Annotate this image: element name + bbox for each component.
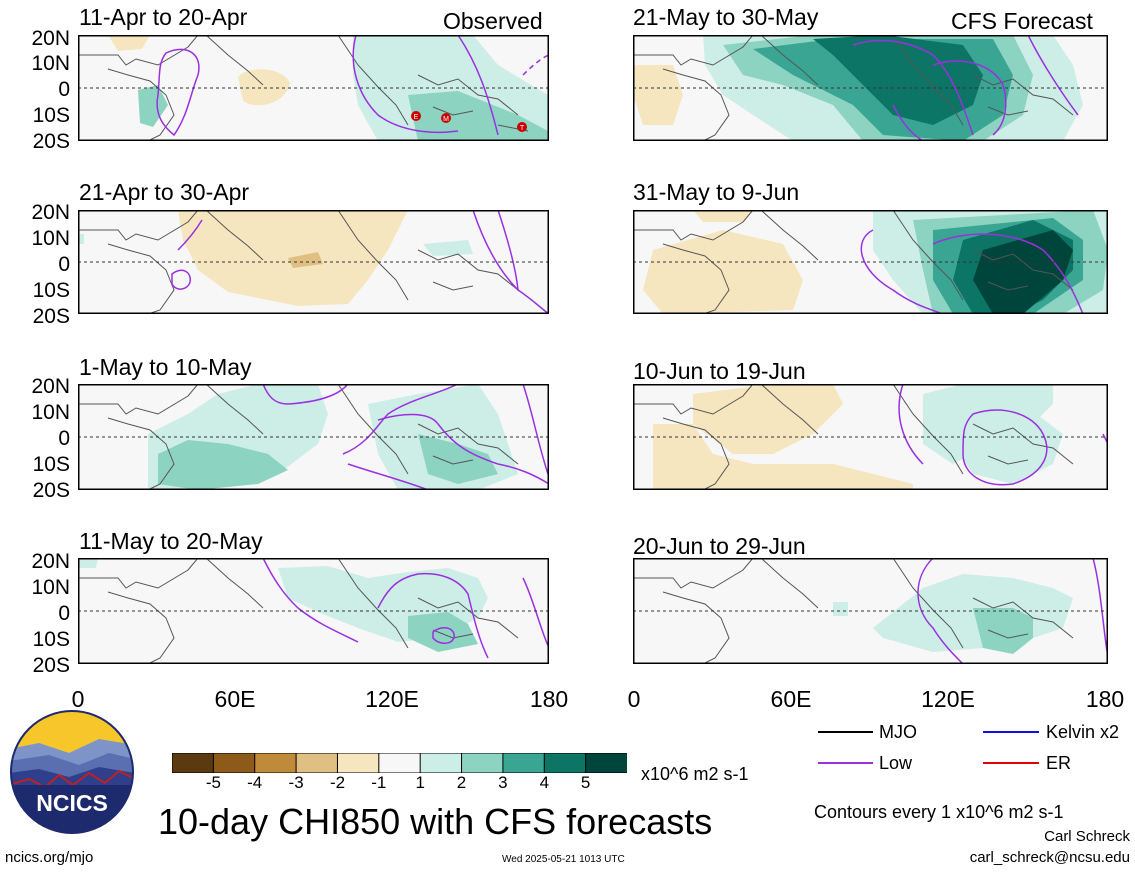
colorbar-tick-label: 3 (498, 773, 508, 792)
lat-label: 0 (58, 427, 70, 450)
low-legend-label: Low (879, 753, 913, 773)
map-panel-observed-2 (78, 210, 549, 314)
colorbar-swatch (502, 752, 546, 774)
lat-label: 10N (31, 576, 70, 599)
panel-title: 11-May to 20-May (79, 528, 263, 554)
timestamp: Wed 2025-05-21 1013 UTC (502, 854, 625, 865)
lon-label: 60E (770, 686, 812, 712)
colorbar-tick-label: 1 (415, 773, 425, 792)
website-link[interactable]: ncics.org/mjo (5, 849, 94, 866)
colorbar-tick-label: -4 (247, 773, 263, 792)
lat-label: 20S (32, 654, 70, 677)
colorbar-tick-label: 4 (539, 773, 550, 792)
map-panel-observed-1: E M T (78, 35, 549, 141)
colorbar-swatch (295, 752, 339, 774)
lat-label: 20N (31, 550, 70, 573)
lon-label: 120E (365, 686, 419, 712)
lat-label: 0 (58, 253, 70, 276)
lat-label: 10S (32, 453, 70, 476)
forecast-header: CFS Forecast (951, 8, 1093, 34)
panel-title: 31-May to 9-Jun (633, 179, 800, 205)
storm-markers: E M T (411, 111, 527, 132)
lat-label: 10N (31, 52, 70, 75)
colorbar-tick-label: 2 (456, 773, 467, 792)
lat-label: 20S (32, 130, 70, 153)
lat-label: 10S (32, 104, 70, 127)
panel-title: 10-Jun to 19-Jun (633, 358, 806, 384)
lon-label: 0 (71, 686, 85, 712)
colorbar-units: x10^6 m2 s-1 (641, 764, 749, 784)
contour-note: Contours every 1 x10^6 m2 s-1 (814, 802, 1064, 822)
map-panel-forecast-4 (633, 558, 1108, 664)
ncics-logo: NCICS (9, 709, 135, 840)
main-title: 10-day CHI850 with CFS forecasts (158, 801, 713, 842)
lat-label: 20N (31, 375, 70, 398)
colorbar-swatch (378, 752, 422, 774)
lon-label: 180 (1085, 686, 1125, 712)
map-panel-observed-4 (78, 558, 549, 664)
lat-label: 20N (31, 27, 70, 50)
lon-label: 120E (921, 686, 975, 712)
logo-text: NCICS (36, 790, 108, 816)
lat-label: 0 (58, 602, 70, 625)
colorbar-swatch (461, 752, 504, 774)
lat-label: 10N (31, 227, 70, 250)
colorbar-swatch (171, 752, 215, 774)
colorbar-tick-label: -2 (329, 773, 346, 792)
panel-title: 11-Apr to 20-Apr (79, 4, 248, 30)
lat-label: 10N (31, 401, 70, 424)
colorbar-tick-label: -1 (371, 773, 387, 792)
mjo-legend-line (818, 731, 873, 733)
lon-label: 60E (214, 686, 256, 712)
colorbar-swatch (543, 752, 587, 774)
lon-label: 0 (627, 686, 641, 712)
kelvin-legend-line (983, 731, 1039, 733)
lon-label: 180 (529, 686, 569, 712)
author-email[interactable]: carl_schreck@ncsu.edu (969, 849, 1130, 866)
lat-label: 10S (32, 279, 70, 302)
kelvin-legend-label: Kelvin x2 (1046, 722, 1120, 742)
lat-label: 0 (58, 78, 70, 101)
mjo-legend-label: MJO (879, 722, 917, 742)
colorbar-tick-label: -3 (288, 773, 304, 792)
storm-marker-label: E (414, 114, 419, 121)
lat-label: 20N (31, 201, 70, 224)
er-legend-line (983, 762, 1039, 764)
panel-title: 21-Apr to 30-Apr (79, 179, 250, 205)
lat-label: 20S (32, 305, 70, 328)
er-legend-label: ER (1046, 753, 1072, 773)
storm-marker-label: T (520, 125, 525, 132)
low-legend-line (818, 762, 873, 764)
author: Carl Schreck (1044, 828, 1130, 845)
lat-label: 10S (32, 628, 70, 651)
map-panel-forecast-2 (633, 210, 1108, 314)
panel-title: 20-Jun to 29-Jun (633, 533, 806, 559)
panel-title: 1-May to 10-May (79, 354, 252, 380)
map-panel-forecast-3 (633, 384, 1108, 490)
panel-title: 21-May to 30-May (633, 4, 819, 30)
colorbar-swatch (585, 752, 629, 774)
colorbar-swatch (254, 752, 298, 774)
lat-label: 20S (32, 479, 70, 502)
colorbar-tick-label: -5 (205, 773, 221, 792)
storm-marker-label: M (443, 116, 449, 123)
observed-header: Observed (443, 8, 543, 34)
map-panel-forecast-1 (633, 35, 1108, 141)
colorbar-swatch (336, 752, 380, 774)
colorbar-tick-label: 5 (580, 773, 591, 792)
map-panel-observed-3 (78, 384, 549, 490)
colorbar-swatch (212, 752, 256, 774)
colorbar-swatch (419, 752, 463, 774)
colorbar (171, 752, 629, 778)
